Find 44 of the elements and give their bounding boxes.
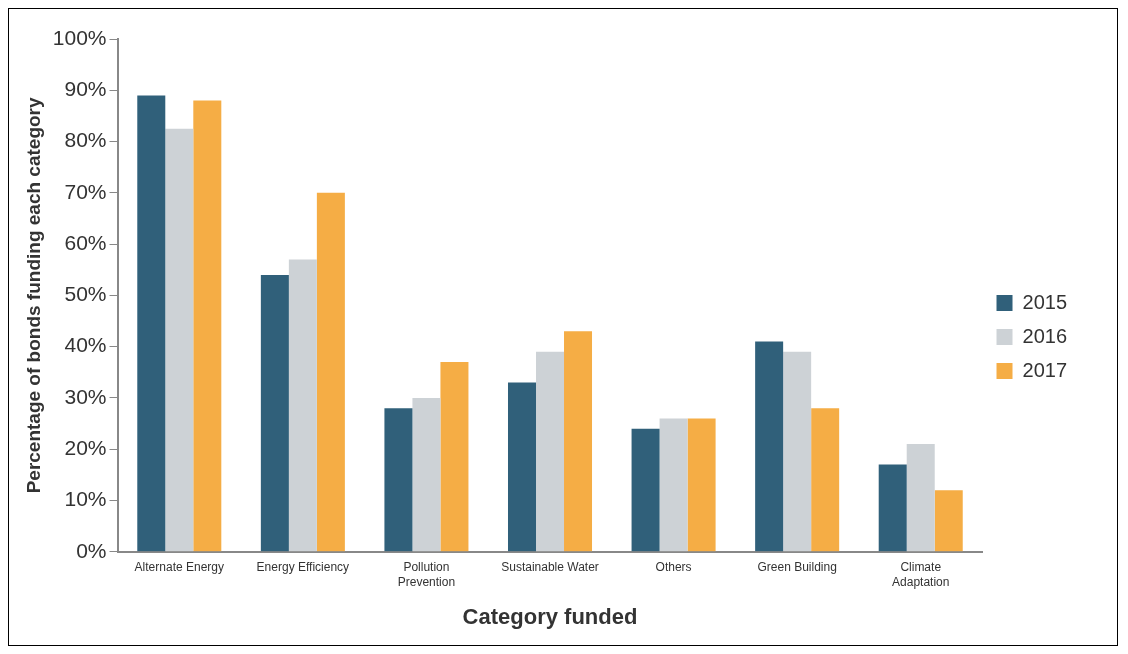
bar — [631, 428, 660, 552]
y-tick-label: 10% — [64, 487, 107, 511]
bar — [934, 490, 963, 552]
bar — [906, 444, 935, 552]
y-axis-title: Percentage of bonds funding each category — [22, 97, 44, 494]
bar — [564, 331, 593, 552]
legend-label: 2015 — [1022, 290, 1068, 313]
y-tick-label: 40% — [64, 333, 107, 357]
y-tick-label: 50% — [64, 282, 107, 306]
legend-label: 2016 — [1022, 324, 1068, 347]
bar — [687, 418, 716, 552]
bar — [878, 464, 907, 552]
legend-label: 2017 — [1022, 358, 1068, 381]
bar — [440, 362, 469, 552]
bar — [811, 408, 840, 552]
x-tick-label: Climate Adaptation — [892, 560, 950, 589]
x-tick-label: Alternate Energy — [134, 560, 224, 575]
bar — [316, 192, 345, 552]
x-tick-label: Others — [655, 560, 692, 575]
y-tick-label: 90% — [64, 77, 107, 101]
bar — [536, 351, 565, 552]
x-tick-label: Energy Efficiency — [256, 560, 350, 575]
bar — [659, 418, 688, 552]
bar — [260, 274, 289, 552]
x-tick-label: Pollution Prevention — [397, 560, 456, 589]
bar — [412, 397, 441, 552]
y-tick-label: 20% — [64, 436, 107, 460]
x-tick-label: Green Building — [757, 560, 837, 575]
x-axis-title: Category funded — [462, 603, 638, 629]
y-tick-label: 80% — [64, 128, 107, 152]
y-tick-label: 70% — [64, 179, 107, 203]
y-tick-label: 60% — [64, 230, 107, 254]
bar — [193, 100, 222, 552]
y-tick-label: 0% — [76, 538, 107, 562]
bar — [755, 341, 784, 552]
bar — [508, 382, 536, 552]
bar — [165, 128, 194, 552]
x-tick-label: Sustainable Water — [501, 560, 599, 575]
y-tick-label: 30% — [64, 384, 107, 408]
bar — [384, 408, 413, 552]
y-tick-label: 100% — [52, 25, 107, 49]
bar — [137, 95, 166, 552]
bar — [288, 259, 317, 552]
bar — [783, 351, 812, 552]
